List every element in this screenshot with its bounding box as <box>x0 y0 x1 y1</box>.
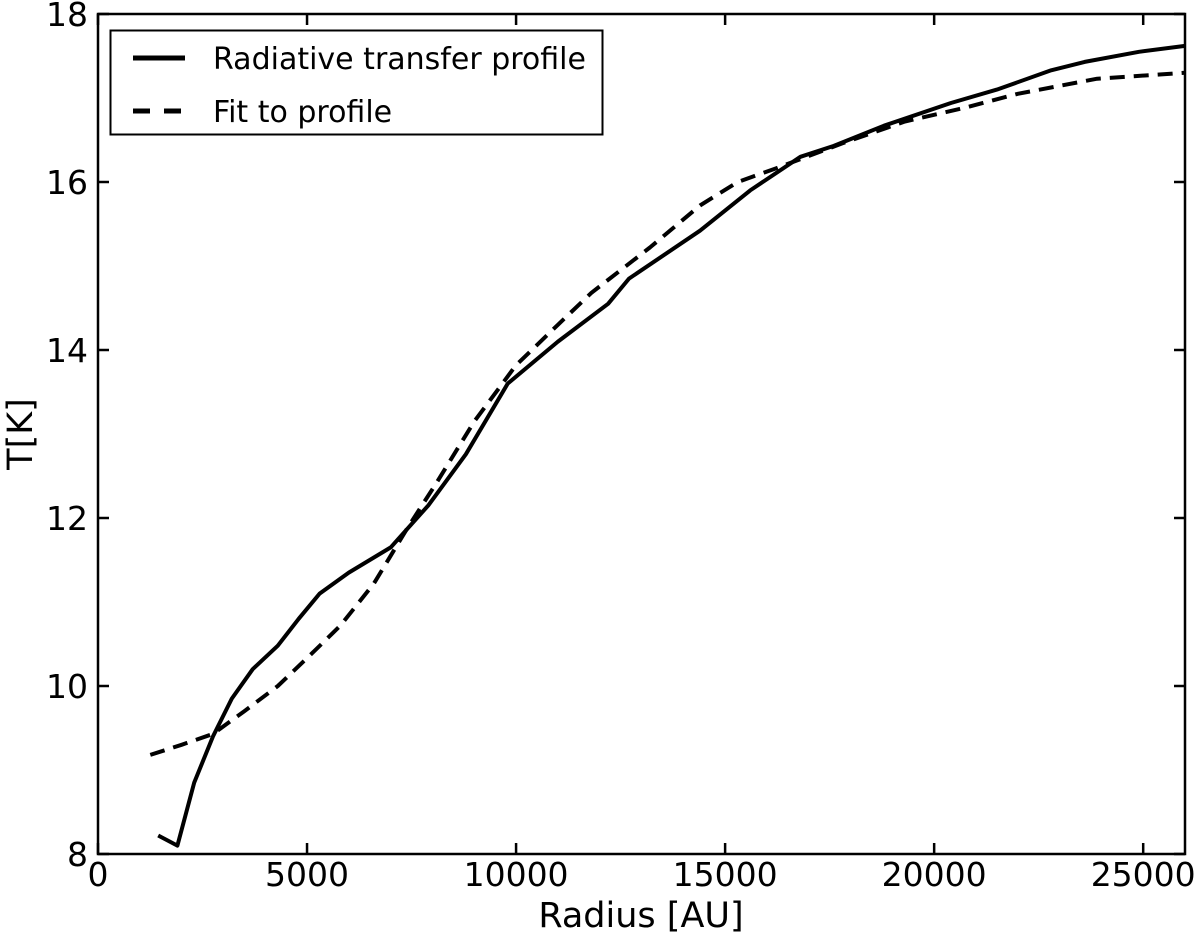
y-tick-label: 12 <box>46 499 88 538</box>
x-tick-label: 25000 <box>1091 855 1196 894</box>
y-tick-labels: 8 10 12 14 16 18 <box>46 0 88 874</box>
y-tick-label: 8 <box>67 835 88 874</box>
x-tick-label: 10000 <box>464 855 569 894</box>
axis-ticks <box>96 12 1185 856</box>
legend-label-radiative-transfer: Radiative transfer profile <box>213 42 586 77</box>
x-tick-label: 15000 <box>673 855 778 894</box>
y-tick-label: 14 <box>46 331 88 370</box>
series-lines <box>149 43 1186 848</box>
x-tick-label: 20000 <box>882 855 987 894</box>
y-tick-label: 18 <box>46 0 88 34</box>
plot-border <box>96 12 1187 856</box>
x-axis-label: Radius [AU] <box>538 896 743 934</box>
y-axis-label: T[K] <box>1 398 41 471</box>
x-tick-labels: 0 5000 10000 15000 20000 25000 <box>88 855 1196 894</box>
legend: Radiative transfer profile Fit to profil… <box>109 29 604 136</box>
y-tick-label: 10 <box>46 667 88 706</box>
x-tick-label: 5000 <box>265 855 349 894</box>
legend-label-fit: Fit to profile <box>213 95 392 130</box>
fit-to-profile-line <box>149 70 1186 757</box>
x-tick-label: 0 <box>88 855 109 894</box>
legend-box <box>109 29 604 136</box>
radiative-transfer-profile-line <box>157 43 1186 848</box>
y-tick-label: 16 <box>46 163 88 202</box>
